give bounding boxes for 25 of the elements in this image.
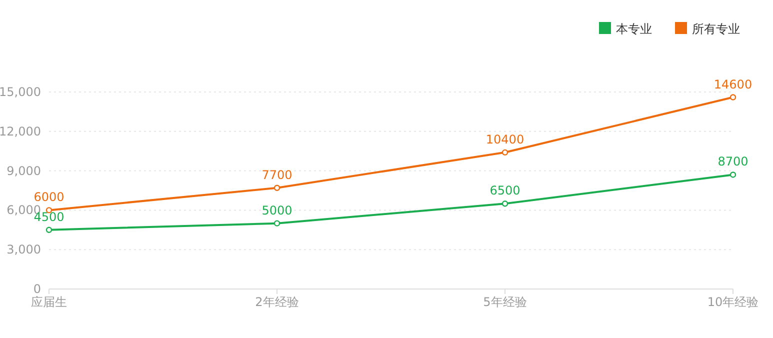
- data-label: 6000: [34, 190, 64, 204]
- x-tick-label: 10年经验: [707, 295, 759, 309]
- x-tick-label: 5年经验: [483, 295, 527, 309]
- data-label: 5000: [262, 203, 292, 218]
- data-label: 8700: [718, 154, 748, 169]
- point: [730, 172, 736, 178]
- data-label: 7700: [262, 168, 292, 182]
- point: [502, 200, 508, 207]
- point: [730, 94, 736, 100]
- x-tick-label: 2年经验: [255, 295, 299, 309]
- legend-label: 所有专业: [692, 22, 740, 36]
- y-tick-label: 0: [33, 282, 41, 296]
- data-label: 14600: [714, 77, 752, 92]
- x-tick-label: 应届生: [31, 295, 67, 309]
- y-tick-label: 9,000: [6, 164, 41, 178]
- y-tick-label: 15,000: [0, 85, 41, 99]
- data-label: 10400: [486, 132, 524, 146]
- legend-label: 本专业: [616, 22, 652, 36]
- y-tick-label: 3,000: [6, 242, 41, 257]
- point: [274, 220, 280, 226]
- point: [46, 226, 52, 233]
- data-label: 6500: [490, 184, 520, 198]
- y-tick-label: 12,000: [0, 124, 41, 138]
- point: [502, 149, 508, 156]
- point: [274, 184, 280, 191]
